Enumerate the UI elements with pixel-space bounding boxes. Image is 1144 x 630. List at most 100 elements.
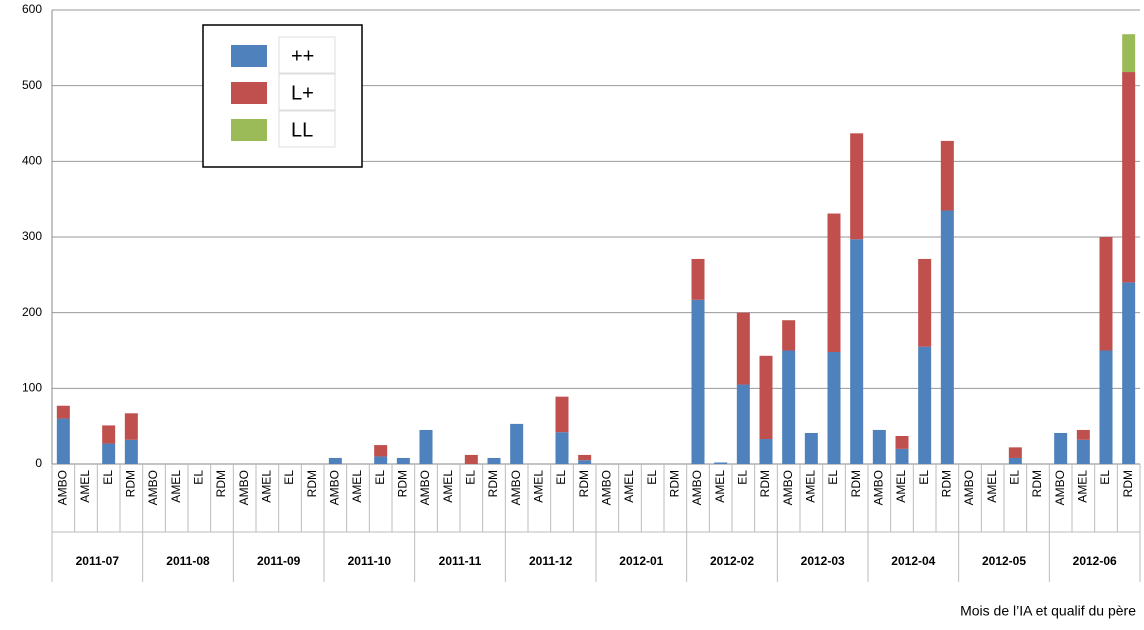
- x-tick-label: AMBO: [56, 470, 70, 505]
- group-label: 2011-11: [439, 554, 482, 568]
- bar-segment: [1008, 457, 1022, 464]
- bar-segment: [759, 439, 773, 464]
- bar-segment: [1054, 432, 1068, 464]
- bar-segment: [487, 457, 501, 464]
- bar-segment: [804, 432, 818, 464]
- x-tick-label: AMEL: [713, 470, 727, 503]
- bar-segment: [419, 429, 433, 464]
- x-tick-label: RDM: [1030, 470, 1044, 497]
- legend-box: [202, 24, 363, 168]
- x-tick-label: AMEL: [532, 470, 546, 503]
- x-tick-label: AMBO: [509, 470, 523, 505]
- x-tick-label: AMEL: [894, 470, 908, 503]
- bar-segment: [328, 457, 342, 464]
- bar-segment: [1099, 237, 1113, 351]
- bar-segment: [102, 425, 116, 444]
- bar-segment: [1076, 429, 1090, 440]
- x-tick-label: RDM: [305, 470, 319, 497]
- bar-segment: [555, 432, 569, 464]
- bar-segment: [895, 436, 909, 449]
- x-axis-label: Mois de l’IA et qualif du père: [960, 603, 1136, 619]
- x-tick-label: AMEL: [985, 470, 999, 503]
- x-tick-label: EL: [1008, 470, 1022, 485]
- x-tick-label: RDM: [214, 470, 228, 497]
- x-tick-label: EL: [1098, 470, 1112, 485]
- bar-segment: [736, 312, 750, 385]
- y-tick-label: 200: [22, 305, 42, 319]
- x-tick-label: AMEL: [441, 470, 455, 503]
- bar-segment: [510, 423, 524, 464]
- bar-segment: [396, 457, 410, 464]
- bar-segment: [940, 210, 954, 464]
- x-tick-label: AMEL: [350, 470, 364, 503]
- x-tick-label: EL: [101, 470, 115, 485]
- x-tick-label: EL: [464, 470, 478, 485]
- legend-cell: [278, 73, 336, 111]
- bar-segment: [691, 258, 705, 300]
- x-tick-label: EL: [917, 470, 931, 485]
- group-label: 2011-09: [257, 554, 301, 568]
- group-label: 2012-04: [891, 554, 935, 568]
- y-tick-label: 300: [22, 229, 42, 243]
- x-tick-label: RDM: [124, 470, 138, 497]
- x-tick-label: AMBO: [600, 470, 614, 505]
- x-tick-label: RDM: [758, 470, 772, 497]
- x-tick-label: AMEL: [804, 470, 818, 503]
- y-tick-label: 400: [22, 154, 42, 168]
- bar-segment: [918, 258, 932, 347]
- bar-segment: [1008, 447, 1022, 458]
- legend-swatch: [231, 45, 267, 67]
- bar-segment: [374, 456, 388, 464]
- bar-segment: [1122, 34, 1136, 73]
- x-tick-label: RDM: [577, 470, 591, 497]
- group-label: 2012-06: [1073, 554, 1117, 568]
- x-tick-label: RDM: [1121, 470, 1135, 497]
- bar-segment: [1076, 439, 1090, 464]
- y-tick-label: 600: [22, 2, 42, 16]
- x-tick-label: AMBO: [237, 470, 251, 505]
- bar-segment: [1099, 350, 1113, 464]
- x-tick-label: RDM: [849, 470, 863, 497]
- bar-segment: [940, 140, 954, 211]
- x-tick-label: EL: [192, 470, 206, 485]
- group-label: 2011-07: [76, 554, 120, 568]
- x-tick-label: RDM: [486, 470, 500, 497]
- x-tick-label: EL: [554, 470, 568, 485]
- bar-segment: [102, 443, 116, 464]
- bar-segment: [555, 396, 569, 433]
- x-tick-label: AMEL: [78, 470, 92, 503]
- bar-segment: [714, 462, 728, 464]
- bar-segment: [578, 460, 592, 464]
- bar-segment: [782, 320, 796, 351]
- x-tick-label: AMBO: [418, 470, 432, 505]
- x-tick-label: EL: [826, 470, 840, 485]
- bar-segment: [124, 413, 138, 440]
- bar-segment: [578, 454, 592, 461]
- bar-segment: [124, 439, 138, 464]
- legend-label: ++: [291, 45, 314, 67]
- group-label: 2012-02: [710, 554, 754, 568]
- y-tick-label: 0: [35, 456, 42, 470]
- group-label: 2012-03: [801, 554, 845, 568]
- bar-segment: [850, 133, 864, 240]
- bar-segment: [918, 346, 932, 464]
- x-tick-label: EL: [373, 470, 387, 485]
- legend-swatch: [231, 82, 267, 104]
- x-tick-label: AMEL: [169, 470, 183, 503]
- x-tick-label: EL: [645, 470, 659, 485]
- group-label: 2011-08: [166, 554, 210, 568]
- bar-segment: [736, 384, 750, 464]
- group-label: 2011-12: [529, 554, 573, 568]
- bar-segment: [759, 355, 773, 440]
- bar-segment: [1122, 72, 1136, 283]
- x-tick-label: RDM: [940, 470, 954, 497]
- bar-segment: [827, 352, 841, 464]
- x-tick-label: AMEL: [260, 470, 274, 503]
- bar-segment: [850, 239, 864, 464]
- group-label: 2012-01: [619, 554, 663, 568]
- bar-segment: [374, 445, 388, 457]
- bar-segment: [691, 299, 705, 464]
- bar-segment: [464, 454, 478, 464]
- y-tick-label: 100: [22, 381, 42, 395]
